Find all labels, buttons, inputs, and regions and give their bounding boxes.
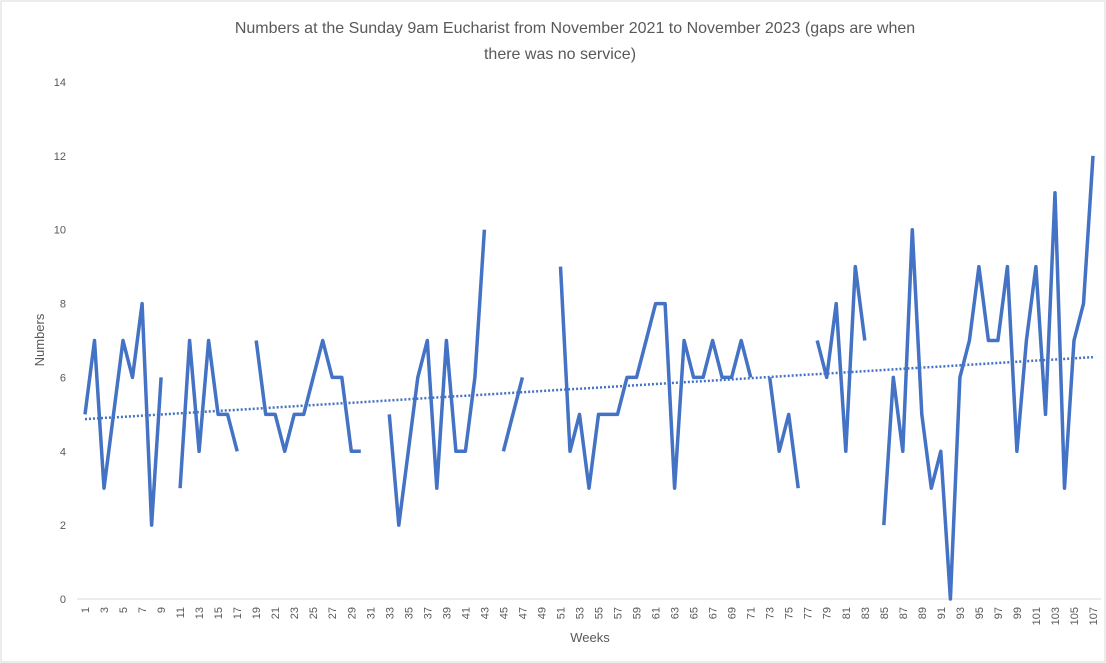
trendline [84,355,1094,421]
x-tick-label: 77 [803,607,815,619]
x-tick-label: 25 [308,607,320,619]
x-tick-label: 51 [555,607,567,619]
x-tick-label: 55 [594,607,606,619]
x-tick-label: 41 [460,607,472,619]
x-tick-label: 95 [974,607,986,619]
x-tick-label: 39 [441,607,453,619]
y-tick-label: 8 [60,299,66,311]
x-tick-label: 69 [727,607,739,619]
x-tick-label: 97 [993,607,1005,619]
x-tick-label: 23 [289,607,301,619]
x-tick-label: 47 [517,607,529,619]
x-tick-label: 3 [99,607,111,613]
x-tick-label: 9 [156,607,168,613]
x-tick-label: 87 [898,607,910,619]
x-tick-label: 33 [384,607,396,619]
x-tick-label: 99 [1012,607,1024,619]
x-tick-label: 7 [137,607,149,613]
x-tick-label: 63 [670,607,682,619]
x-tick-label: 27 [327,607,339,619]
x-tick-label: 11 [175,607,187,618]
x-tick-label: 15 [213,607,225,619]
x-tick-label: 53 [574,607,586,619]
x-tick-label: 73 [765,607,777,619]
x-tick-label: 29 [346,607,358,619]
x-tick-label: 5 [118,607,130,613]
x-tick-label: 45 [498,607,510,619]
x-tick-label: 103 [1050,607,1062,625]
x-tick-label: 49 [536,607,548,619]
x-tick-label: 31 [365,607,377,619]
x-tick-label: 85 [879,607,891,619]
x-tick-label: 101 [1031,607,1043,625]
x-tick-label: 71 [746,607,758,619]
y-tick-label: 6 [60,372,66,384]
x-tick-label: 19 [251,607,263,619]
x-tick-label: 59 [632,607,644,619]
x-tick-label: 105 [1069,607,1081,625]
y-tick-label: 12 [54,151,66,163]
x-tick-label: 91 [936,607,948,619]
y-tick-label: 4 [60,446,66,458]
y-tick-label: 2 [60,520,66,532]
x-tick-label: 35 [403,607,415,619]
x-tick-label: 57 [613,607,625,619]
x-tick-label: 17 [232,607,244,619]
x-tick-label: 21 [270,607,282,619]
x-tick-label: 43 [479,607,491,619]
x-tick-label: 67 [708,607,720,619]
x-tick-label: 75 [784,607,796,619]
x-tick-label: 65 [689,607,701,619]
x-tick-label: 1 [80,607,92,613]
chart-title: there was no service) [484,46,636,63]
data-line [83,155,1095,601]
y-tick-label: 10 [54,225,66,237]
y-axis-label: Numbers [32,313,47,366]
x-tick-label: 107 [1088,607,1100,625]
y-tick-label: 0 [60,594,66,606]
x-tick-label: 13 [194,607,206,619]
chart-title: Numbers at the Sunday 9am Eucharist from… [235,20,915,37]
x-tick-label: 93 [955,607,967,619]
x-tick-label: 89 [917,607,929,619]
x-tick-label: 83 [860,607,872,619]
x-tick-label: 37 [422,607,434,619]
x-tick-label: 61 [651,607,663,619]
x-tick-label: 79 [822,607,834,619]
y-tick-label: 14 [54,77,66,89]
x-tick-label: 81 [841,607,853,619]
x-axis-label: Weeks [570,630,610,645]
